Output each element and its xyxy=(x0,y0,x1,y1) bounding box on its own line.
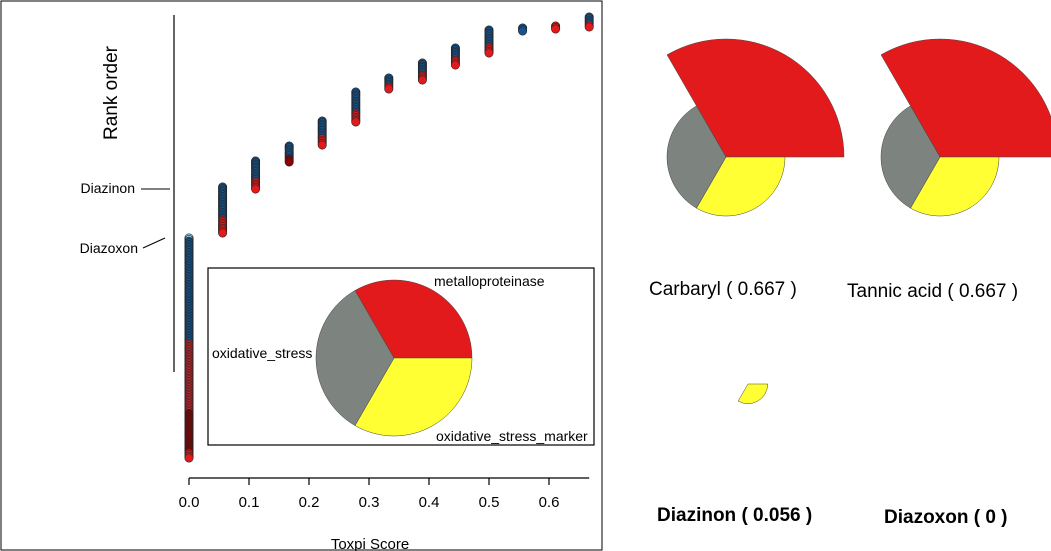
pie-diazinon xyxy=(737,383,768,404)
legend-slice-metalloproteinase xyxy=(354,279,473,359)
data-point xyxy=(518,26,528,36)
data-point xyxy=(584,22,594,32)
slice-oxidative-stress-marker xyxy=(696,156,786,217)
x-axis-label: Toxpi Score xyxy=(331,536,409,551)
x-tick-label: 0.0 xyxy=(179,494,200,511)
x-tick-label: 0.2 xyxy=(299,494,320,511)
legend-slice-oxidative-stress-marker xyxy=(354,357,473,437)
pie-label-tannic-acid: Tannic acid ( 0.667 ) xyxy=(847,281,1019,302)
pie-label-carbaryl: Carbaryl ( 0.667 ) xyxy=(649,279,797,300)
data-point xyxy=(251,184,261,194)
pie-label-diazoxon: Diazoxon ( 0 ) xyxy=(884,507,1008,528)
left-panel-frame xyxy=(0,0,603,551)
x-tick-label: 0.5 xyxy=(479,494,500,511)
slice-oxidative-stress-marker xyxy=(737,383,768,404)
slice-oxidative-stress-marker xyxy=(910,156,1000,217)
slice-metalloproteinase xyxy=(666,38,845,158)
slice-oxidative-stress xyxy=(880,105,941,209)
y-axis-label: Rank order xyxy=(101,45,122,140)
legend-label-oxidative-stress-marker: oxidative_stress_marker xyxy=(436,428,588,444)
data-point xyxy=(351,117,361,127)
x-tick-label: 0.6 xyxy=(539,494,560,511)
pie-label-diazinon: Diazinon ( 0.056 ) xyxy=(657,505,813,526)
x-axis: 0.0 0.1 0.2 0.3 0.4 0.5 0.6 xyxy=(179,477,590,511)
slice-metalloproteinase xyxy=(880,38,1051,158)
data-point xyxy=(417,75,427,85)
data-point xyxy=(284,157,294,167)
data-point xyxy=(317,140,327,150)
data-point xyxy=(484,48,494,58)
data-point xyxy=(218,228,228,238)
legend-label-metalloproteinase: metalloproteinase xyxy=(434,273,545,289)
legend-pie xyxy=(315,279,473,437)
x-tick-label: 0.3 xyxy=(359,494,380,511)
pie-tannic-acid xyxy=(880,38,1051,217)
scatter-points xyxy=(184,12,594,463)
data-point xyxy=(551,24,561,34)
data-point xyxy=(384,84,394,94)
slice-oxidative-stress xyxy=(666,105,727,209)
annotation-diazoxon: Diazoxon xyxy=(80,240,138,256)
pie-carbaryl xyxy=(666,38,845,217)
x-tick-label: 0.4 xyxy=(419,494,440,511)
legend-label-oxidative-stress: oxidative_stress xyxy=(212,345,312,361)
data-point xyxy=(450,60,460,70)
x-tick-label: 0.1 xyxy=(239,494,260,511)
data-point xyxy=(184,453,194,463)
annotation-diazoxon-line xyxy=(142,237,166,249)
annotation-diazinon: Diazinon xyxy=(81,180,135,196)
legend-slice-oxidative-stress xyxy=(315,290,395,426)
